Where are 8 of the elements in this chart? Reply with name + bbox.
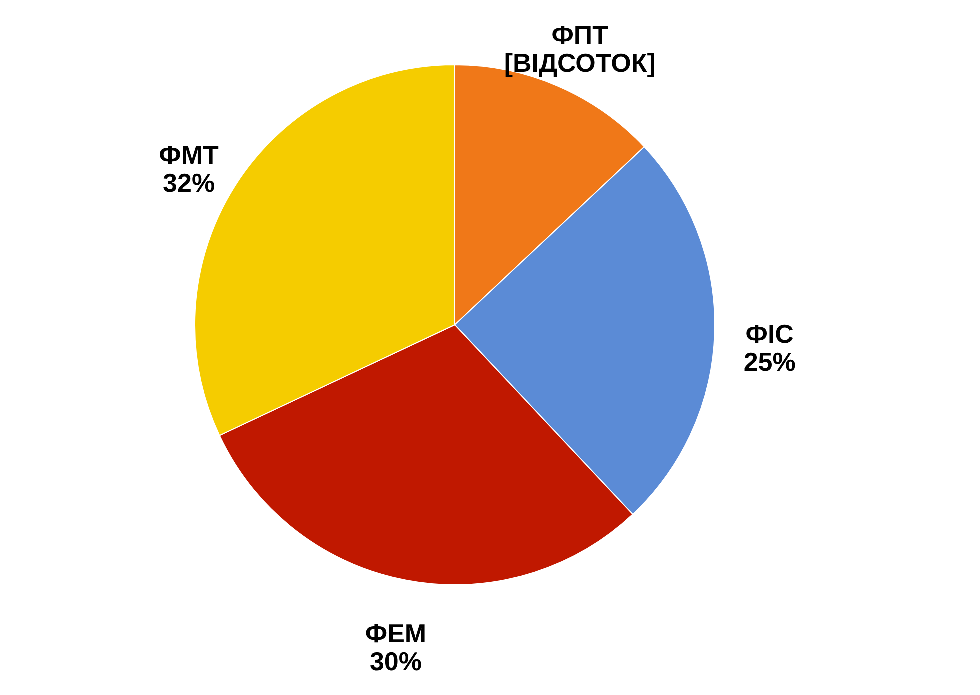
data-label: 25% bbox=[744, 346, 796, 377]
slice-label: ФМТ bbox=[159, 140, 220, 170]
slice-label: ФПТ bbox=[552, 20, 609, 50]
data-label: [ВІДСОТОК] bbox=[504, 48, 656, 78]
slice-label: ФІС bbox=[746, 318, 794, 349]
data-label: 30% bbox=[370, 646, 422, 676]
data-label: 32% bbox=[163, 168, 216, 198]
slice-label: ФЕМ bbox=[365, 618, 427, 648]
